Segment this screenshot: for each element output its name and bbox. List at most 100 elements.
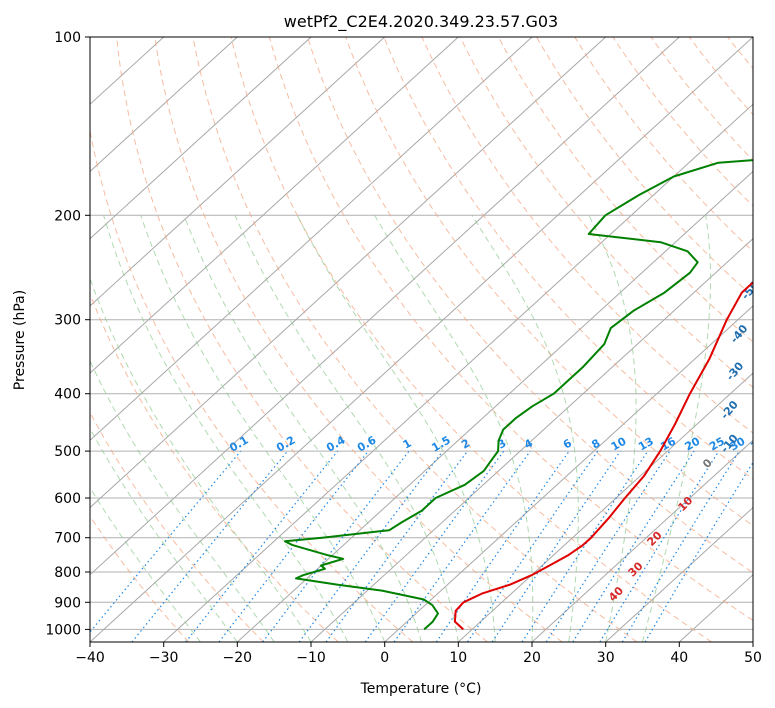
mixing-ratio-line [466, 450, 599, 642]
mixing-ratio-line [644, 461, 753, 642]
moist-adiabat-label: 10 [675, 494, 695, 514]
mixing-ratio-line [545, 450, 671, 642]
isotherm-line [384, 305, 753, 642]
x-tick-label: 40 [670, 650, 688, 666]
mixing-ratio-label: 8 [589, 437, 602, 452]
moist-adiabat-label: 0 [700, 456, 715, 471]
moist-adiabat-line [140, 215, 386, 642]
moist-adiabat-label: 20 [645, 529, 665, 549]
mixing-ratio-line [185, 450, 339, 642]
isotherm-line [90, 37, 386, 307]
x-tick-label: 10 [449, 650, 467, 666]
mixing-ratio-label: 2 [459, 437, 472, 452]
dry-adiabat-line [116, 37, 488, 642]
moist-adiabat-label: 30 [626, 559, 646, 579]
x-axis-label: Temperature (°C) [360, 681, 482, 697]
mixing-ratio-line [435, 450, 570, 642]
isotherm-line [90, 37, 459, 374]
y-tick-label: 200 [54, 208, 81, 224]
dry-adiabat-line [766, 37, 775, 642]
isotherm-line [90, 37, 312, 240]
moist-adiabat-label: 40 [606, 584, 626, 604]
mixing-ratio-line [218, 450, 369, 642]
mixing-ratio-label: 1 [401, 437, 414, 452]
dry-adiabat-line [345, 37, 753, 527]
y-tick-label: 500 [54, 444, 81, 460]
mixing-ratio-line [572, 450, 695, 642]
dry-adiabat-line [268, 37, 753, 622]
isotherm-line [90, 37, 680, 576]
y-tick-label: 700 [54, 531, 81, 547]
x-tick-label: 50 [744, 650, 762, 666]
y-tick-label: 400 [54, 387, 81, 403]
moist-adiabat-line [90, 277, 312, 642]
moist-adiabat-line [296, 215, 496, 642]
isotherm-line [605, 506, 753, 642]
isotherm-line [310, 237, 753, 642]
y-axis-ticks: 100 200 300 400 500 600 700 800 900 1000 [45, 30, 90, 638]
moist-adiabat-line [103, 215, 349, 642]
dry-adiabat-line [192, 37, 638, 642]
moist-adiabat-line [183, 215, 422, 642]
dry-adiabat-line [650, 37, 753, 162]
moist-adiabat-line [90, 359, 275, 642]
isotherm-line [90, 37, 607, 509]
x-axis-ticks: −40 −30 −20 −10 0 10 20 30 40 50 [75, 642, 762, 666]
isotherm-line [752, 641, 753, 642]
isotherm-line [90, 37, 533, 442]
dry-adiabat-label: -60 [768, 231, 775, 255]
plot-frame [89, 36, 754, 643]
isotherm-line [90, 37, 238, 173]
x-tick-label: 0 [380, 650, 389, 666]
mixing-ratio-line [262, 450, 410, 642]
moist-adiabat-line [471, 215, 579, 642]
mixing-ratio-label: 6 [561, 436, 574, 451]
moist-adiabat-line [374, 215, 534, 642]
y-tick-label: 300 [54, 313, 81, 329]
dry-adiabat-label: -50 [739, 278, 762, 302]
dry-adiabat-line [230, 37, 712, 642]
y-tick-label: 800 [54, 565, 81, 581]
dry-adiabat-line [90, 128, 414, 642]
x-tick-label: −40 [75, 650, 105, 666]
dry-adiabat-line [90, 292, 339, 642]
isotherm-line [90, 37, 753, 642]
y-tick-label: 1000 [45, 622, 81, 638]
x-tick-label: −30 [149, 650, 179, 666]
plot-area: 0.10.20.40.611.52346810131620253036-100-… [90, 37, 775, 642]
isotherm-line [163, 103, 753, 642]
y-tick-label: 900 [54, 595, 81, 611]
y-tick-label: 100 [54, 30, 81, 46]
dry-adiabat-line [421, 37, 753, 434]
isotherm-line [457, 372, 753, 642]
dry-adiabat-line [574, 37, 753, 252]
dry-adiabat-line [90, 515, 190, 642]
mixing-ratio-line [599, 450, 720, 642]
x-tick-label: 20 [523, 650, 541, 666]
y-axis-label: Pressure (hPa) [12, 290, 28, 390]
dry-adiabat-line [536, 37, 753, 298]
dry-adiabat-line [154, 37, 563, 642]
moist-adiabat-line [90, 427, 238, 642]
mixing-ratio-line [364, 450, 505, 642]
mixing-ratio-line [521, 450, 649, 642]
chart-title: wetPf2_C2E4.2020.349.23.57.G03 [284, 12, 558, 32]
dewpoint-line [284, 159, 753, 631]
x-tick-label: −20 [223, 650, 253, 666]
dry-adiabat-line [307, 37, 753, 574]
moist-adiabat-line [234, 215, 459, 642]
mixing-ratio-label: 36 [748, 434, 768, 453]
mixing-ratio-line [90, 450, 242, 633]
y-tick-label: 600 [54, 491, 81, 507]
moist-adiabat-line [588, 215, 637, 642]
mixing-ratio-line [298, 450, 444, 642]
isotherm-line [236, 170, 753, 642]
mixing-ratio-line [131, 450, 289, 642]
x-tick-label: −10 [296, 650, 326, 666]
x-tick-label: 30 [597, 650, 615, 666]
dry-adiabat-label: -10 [718, 432, 741, 456]
moist-adiabat-line [642, 215, 711, 642]
dry-adiabat-line [90, 411, 264, 642]
